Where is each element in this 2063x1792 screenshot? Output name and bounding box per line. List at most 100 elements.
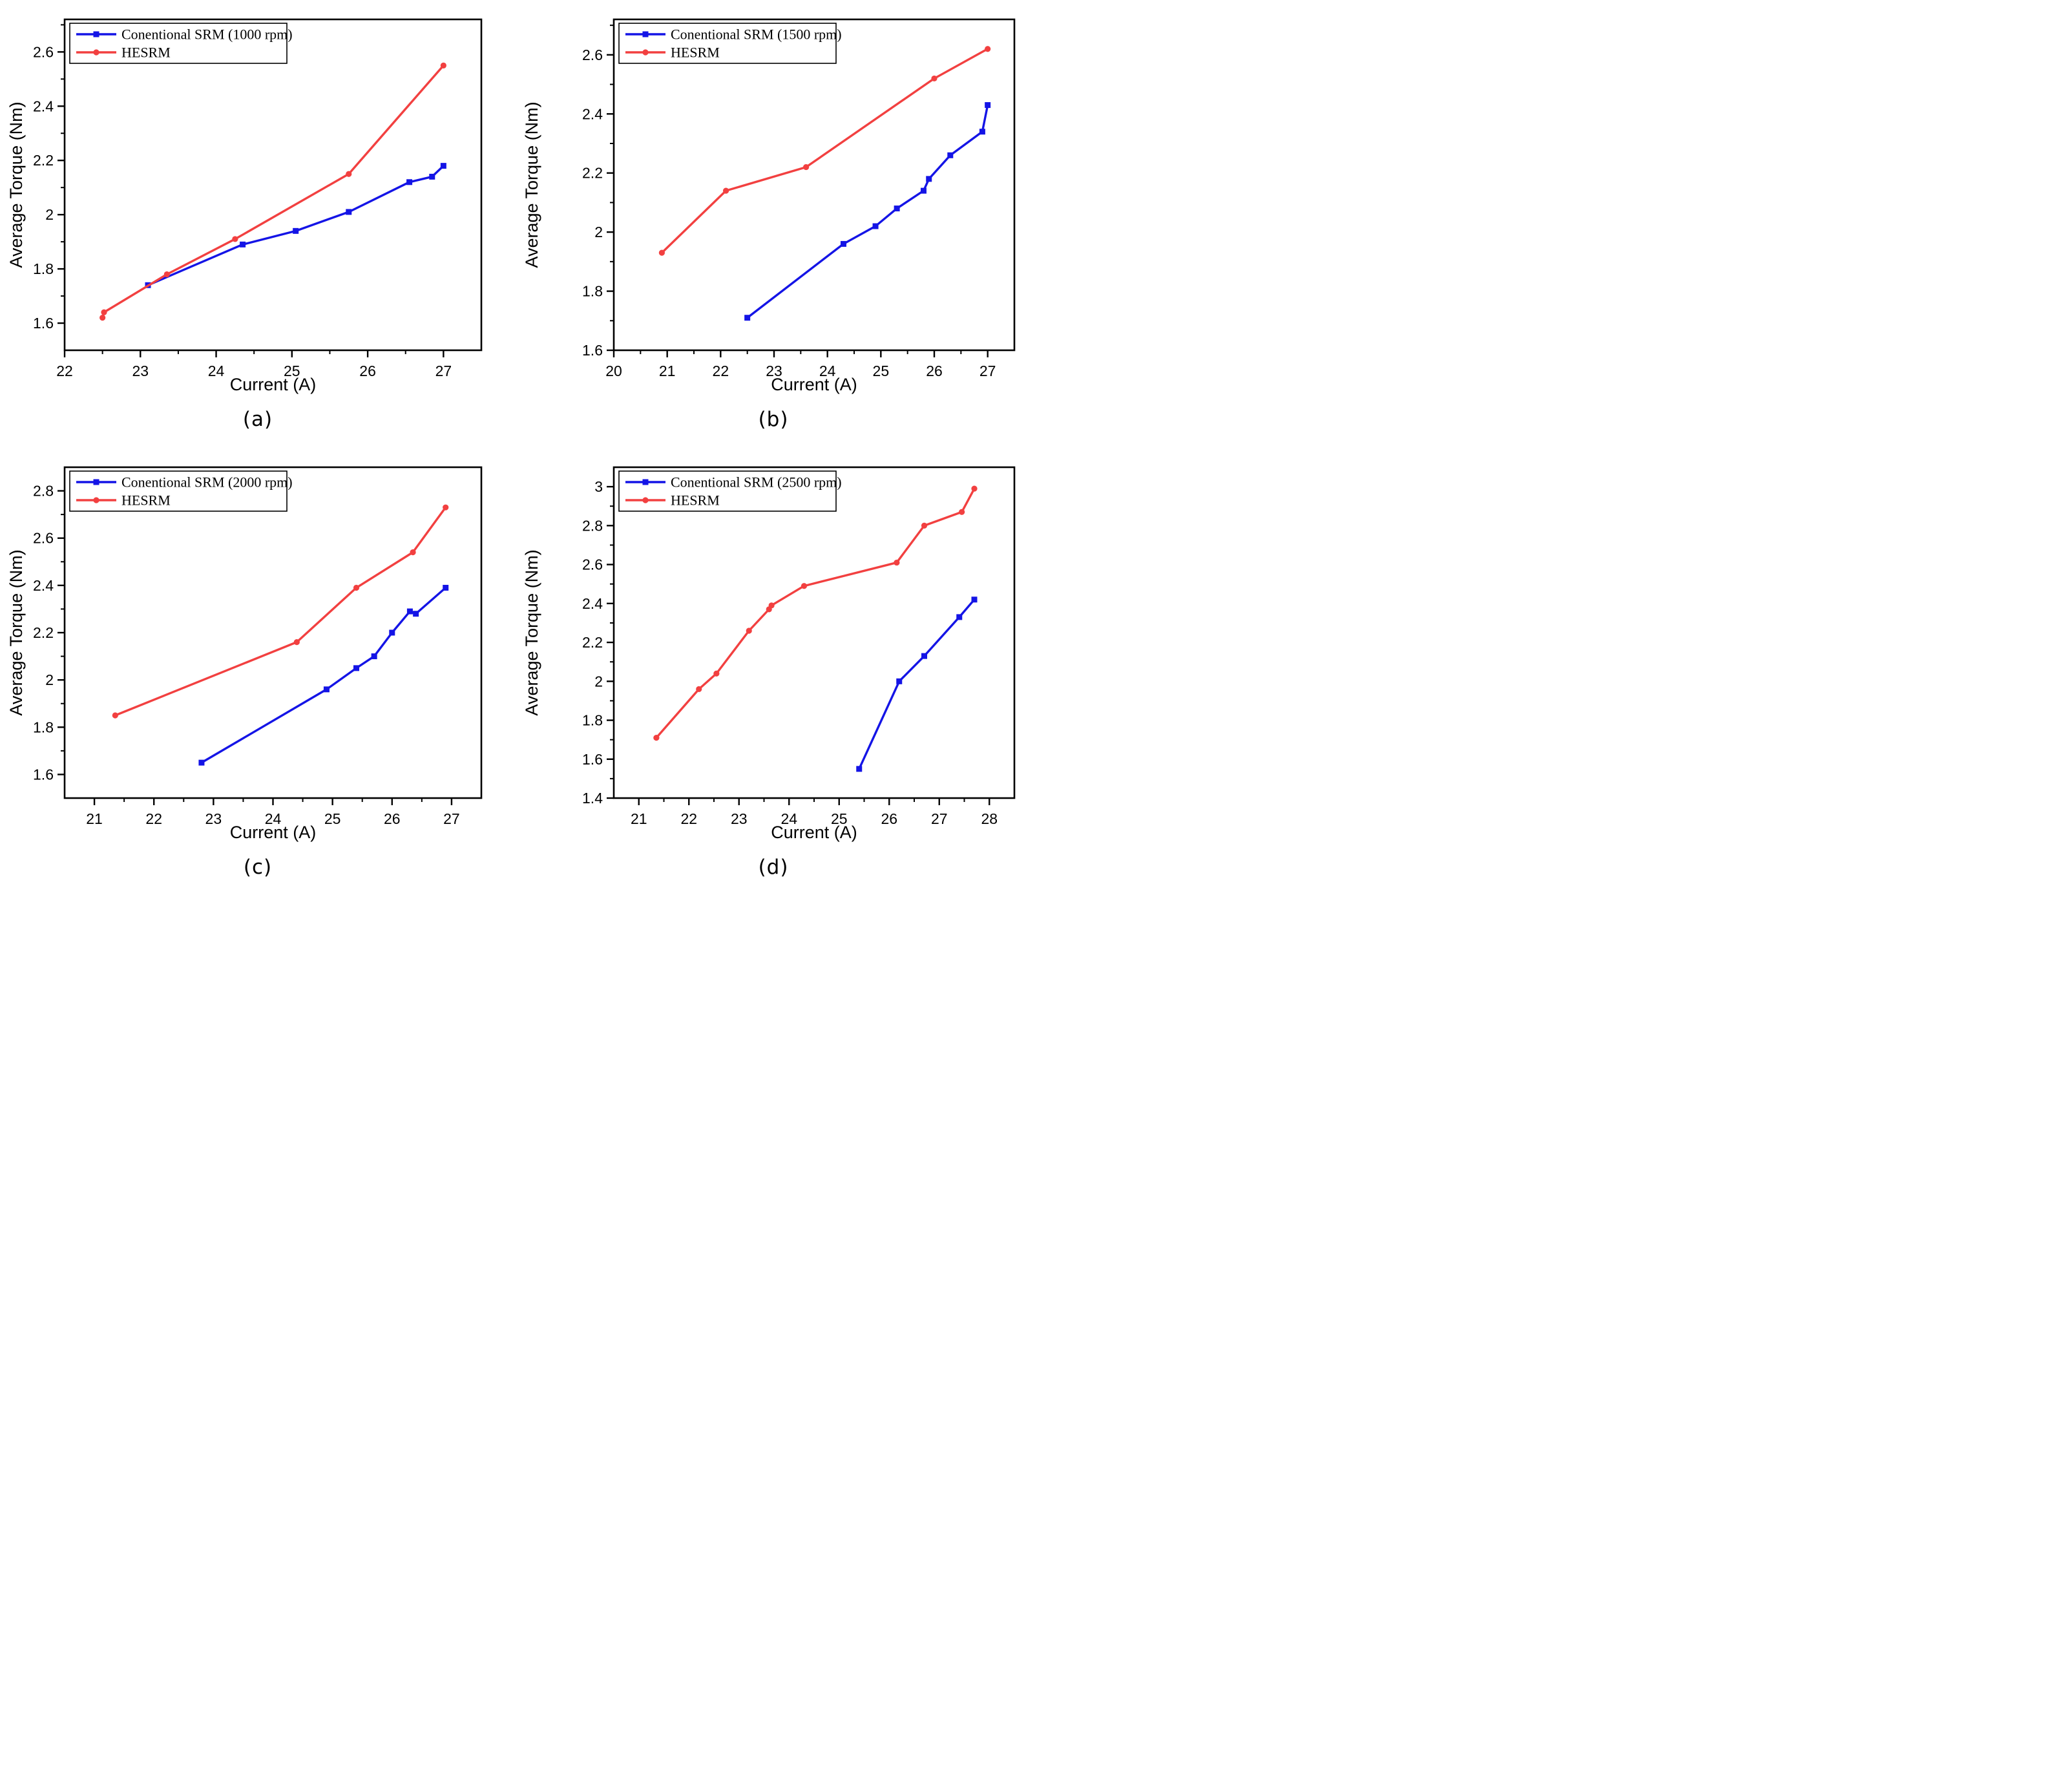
x-tick-label: 24 xyxy=(208,363,225,379)
circle-marker xyxy=(232,236,238,242)
x-tick-label: 25 xyxy=(324,810,341,827)
x-tick-label: 21 xyxy=(86,810,103,827)
circle-marker xyxy=(658,249,665,256)
circle-marker xyxy=(410,549,416,556)
caption-a: (a) xyxy=(242,408,273,431)
y-tick-label: 2.4 xyxy=(33,98,54,114)
panel-c: 21 22 23 24 25 26 27 1.6 1.8 2 2.2 2.4 2.6 2.8 Current… xyxy=(0,448,516,896)
y-tick-label: 2.2 xyxy=(33,152,54,169)
circle-marker xyxy=(985,46,991,52)
y-axis-label: Average Torque (Nm) xyxy=(6,101,26,268)
x-tick-label: 25 xyxy=(284,363,300,379)
square-marker xyxy=(921,653,927,659)
x-tick-label: 27 xyxy=(979,363,996,379)
panel-a: 22 23 24 25 26 27 1.6 1.8 2 2.2 2.4 2.6 Current (A) A… xyxy=(0,0,516,448)
x-axis-label: Current (A) xyxy=(230,823,317,842)
legend-square-marker xyxy=(642,479,649,485)
legend-label: HESRM xyxy=(121,45,171,61)
legend-circle-marker xyxy=(642,497,649,503)
plot-frame xyxy=(63,466,483,799)
x-tick-label: 24 xyxy=(265,810,282,827)
y-tick-label: 3 xyxy=(594,478,603,495)
y-tick-label: 2 xyxy=(45,206,54,223)
circle-marker xyxy=(99,315,106,321)
circle-marker xyxy=(353,584,360,591)
chart-c: 21 22 23 24 25 26 27 1.6 1.8 2 2.2 2.4 2.6 2.8 Current… xyxy=(6,466,483,842)
series-hesrm xyxy=(653,485,978,741)
legend: Conentional SRM (1500 rpm) HESRM xyxy=(618,23,842,64)
x-tick-label: 25 xyxy=(831,810,848,827)
plot-frame xyxy=(63,18,483,352)
x-axis-label: Current (A) xyxy=(771,823,857,842)
circle-marker xyxy=(112,712,118,719)
square-marker xyxy=(293,227,299,234)
legend-label: Conentional SRM (1000 rpm) xyxy=(121,26,293,43)
square-marker xyxy=(406,608,413,615)
circle-marker xyxy=(894,559,900,566)
y-axis: 1.6 1.8 2 2.2 2.4 2.6 xyxy=(33,24,65,332)
square-marker xyxy=(371,653,377,660)
caption-c: (c) xyxy=(243,856,273,879)
legend-square-marker xyxy=(93,479,99,485)
y-tick-label: 2.2 xyxy=(582,634,603,651)
square-marker xyxy=(956,614,963,620)
y-tick-label: 1.6 xyxy=(582,342,603,359)
x-tick-label: 26 xyxy=(881,810,897,827)
circle-marker xyxy=(803,163,810,171)
square-marker xyxy=(413,611,419,617)
legend-square-marker xyxy=(93,31,99,37)
legend-circle-marker xyxy=(93,497,99,503)
circle-marker xyxy=(768,602,775,609)
x-tick-label: 24 xyxy=(819,363,836,379)
plot-frame xyxy=(613,466,1016,799)
square-marker xyxy=(323,686,330,693)
series-conentional-srm-2000-rpm xyxy=(198,585,449,766)
square-marker xyxy=(198,759,205,766)
circle-marker xyxy=(653,735,660,741)
square-marker xyxy=(856,766,863,772)
y-axis-label: Average Torque (Nm) xyxy=(6,549,26,715)
circle-marker xyxy=(723,187,729,194)
x-tick-label: 23 xyxy=(132,363,149,379)
x-tick-label: 23 xyxy=(205,810,222,827)
y-tick-label: 2.4 xyxy=(582,595,603,612)
square-marker xyxy=(429,173,435,180)
x-axis: 22 23 24 25 26 27 xyxy=(56,350,452,379)
x-tick-label: 21 xyxy=(631,810,647,827)
square-marker xyxy=(840,240,846,247)
chart-a: 22 23 24 25 26 27 1.6 1.8 2 2.2 2.4 2.6 Current (A) A… xyxy=(6,18,483,394)
square-marker xyxy=(894,206,900,212)
circle-marker xyxy=(921,522,928,529)
panel-d: 21 22 23 24 25 26 27 28 1.4 1.6 1.8 2 2.2 2.4 2.6 2.8 3 C… xyxy=(516,448,1031,896)
y-tick-label: 1.8 xyxy=(33,719,54,735)
y-tick-label: 1.6 xyxy=(33,315,54,332)
y-tick-label: 2.4 xyxy=(33,577,54,594)
square-marker xyxy=(353,665,359,671)
x-tick-label: 21 xyxy=(659,363,676,379)
x-tick-label: 23 xyxy=(766,363,782,379)
circle-marker xyxy=(443,504,449,511)
chart-b: 20 21 22 23 24 25 26 27 1.6 1.8 2 2.2 2.4 2.6 Current … xyxy=(522,18,1016,394)
y-tick-label: 2 xyxy=(594,224,603,240)
legend-label: Conentional SRM (2000 rpm) xyxy=(121,474,293,490)
x-tick-label: 22 xyxy=(713,363,729,379)
legend: Conentional SRM (2500 rpm) HESRM xyxy=(618,470,842,512)
y-tick-label: 2.6 xyxy=(582,47,603,63)
x-tick-label: 23 xyxy=(731,810,748,827)
square-marker xyxy=(920,187,927,194)
x-tick-label: 22 xyxy=(145,810,162,827)
legend-label: Conentional SRM (1500 rpm) xyxy=(671,26,842,43)
legend-circle-marker xyxy=(93,49,99,56)
square-marker xyxy=(896,678,903,684)
circle-marker xyxy=(931,75,937,82)
circle-marker xyxy=(801,583,808,589)
x-tick-label: 22 xyxy=(56,363,73,379)
legend-square-marker xyxy=(642,31,649,37)
x-tick-label: 26 xyxy=(926,363,943,379)
x-tick-label: 28 xyxy=(981,810,998,827)
series-conentional-srm-1500-rpm xyxy=(744,102,991,321)
legend-label: HESRM xyxy=(671,45,720,61)
x-axis: 20 21 22 23 24 25 26 27 xyxy=(605,350,996,379)
caption-b: (b) xyxy=(758,408,789,431)
caption-d: (d) xyxy=(758,856,789,879)
